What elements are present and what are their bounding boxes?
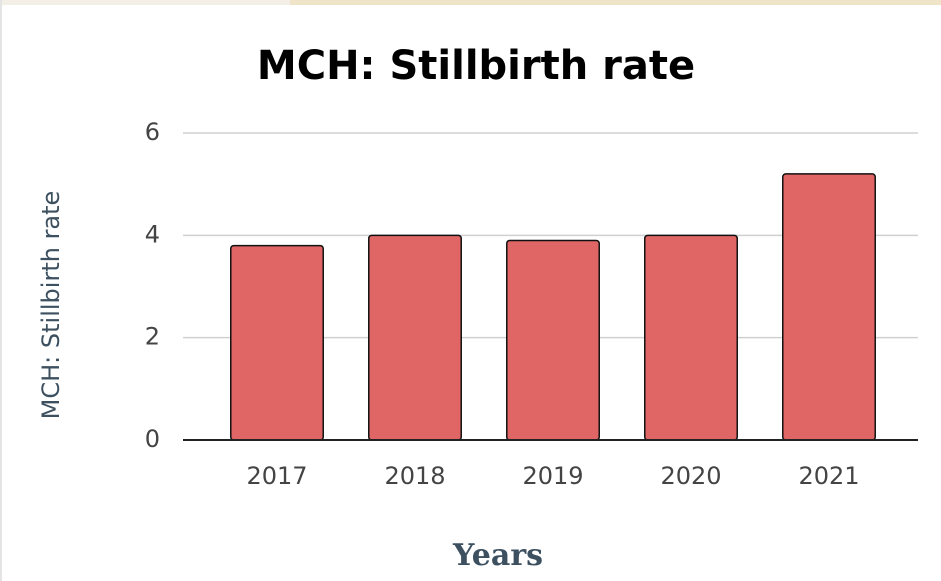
x-tick-label: 2019 xyxy=(522,462,583,490)
bar xyxy=(782,173,876,441)
bar xyxy=(506,239,600,441)
y-tick-label: 0 xyxy=(145,425,160,453)
x-tick-label: 2020 xyxy=(660,462,721,490)
x-tick-label: 2018 xyxy=(384,462,445,490)
top-strip xyxy=(0,0,941,5)
chart-title: MCH: Stillbirth rate xyxy=(257,43,695,89)
x-axis-title: Years xyxy=(452,538,543,573)
bar xyxy=(230,244,324,441)
y-tick-label: 2 xyxy=(145,323,160,351)
x-tick-label: 2017 xyxy=(246,462,307,490)
bar xyxy=(368,234,462,441)
left-border xyxy=(0,0,2,581)
top-strip-left xyxy=(0,0,290,5)
y-tick-label: 4 xyxy=(145,220,160,248)
bar xyxy=(644,234,738,441)
y-axis-title: MCH: Stillbirth rate xyxy=(37,191,65,420)
x-tick-label: 2021 xyxy=(798,462,859,490)
y-tick-label: 6 xyxy=(145,118,160,146)
